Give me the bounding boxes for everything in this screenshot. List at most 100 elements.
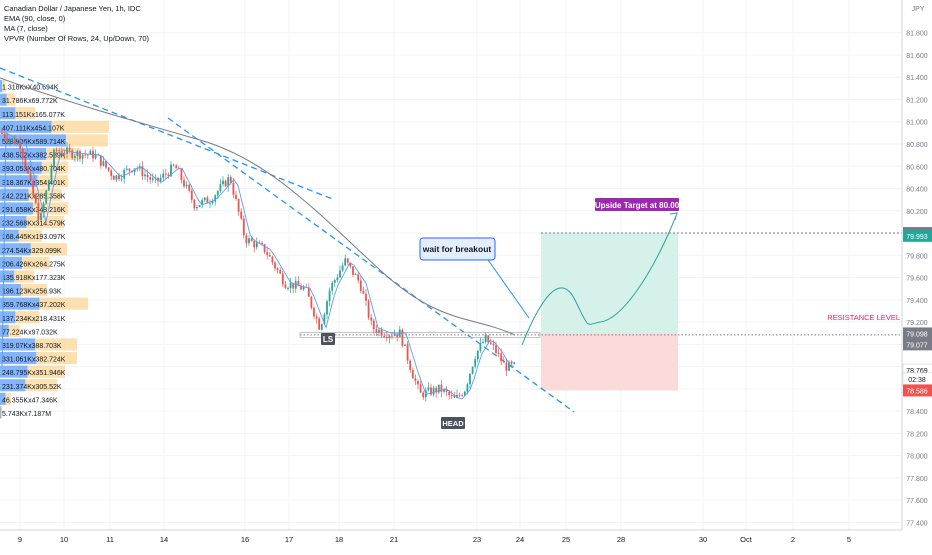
candle-up	[427, 387, 430, 391]
candle-up	[354, 274, 357, 276]
indicator-lines	[0, 77, 516, 400]
candle-down	[146, 174, 149, 178]
candle-down	[297, 281, 300, 287]
candle-up	[123, 169, 126, 179]
vp-bar-up	[0, 93, 7, 106]
candle-up	[513, 362, 516, 364]
candle-up	[198, 205, 201, 207]
candle-up	[76, 151, 79, 157]
candle-down	[391, 335, 393, 337]
candle-down	[167, 174, 170, 177]
candle-down	[495, 345, 497, 354]
y-tick-label: 78.400	[906, 409, 928, 416]
candle-down	[235, 194, 237, 199]
position-zones	[541, 232, 902, 391]
candle-up	[222, 180, 224, 185]
projected-path	[521, 215, 677, 346]
price-axis[interactable]: JPY 81.800 81.600 81.400 81.200 81.000 80.800 8…	[901, 0, 932, 550]
price-badge	[903, 327, 932, 340]
target-label-box	[595, 198, 679, 211]
vp-bar-up	[0, 134, 66, 147]
vp-bar-down	[8, 324, 20, 337]
candle-down	[175, 165, 178, 169]
vp-row-label: 31.786Kx69.772K	[2, 98, 58, 105]
y-tick-label: 79.200	[906, 320, 928, 327]
vp-bar-up	[0, 379, 26, 392]
y-tick-label: 81.000	[906, 120, 928, 127]
candle-up	[162, 173, 165, 178]
candles	[1, 129, 516, 402]
candle-up	[326, 301, 328, 315]
projected-arrow-head	[669, 212, 678, 221]
vp-row-label: 196.123Kx256.93K	[2, 289, 62, 296]
candle-down	[84, 154, 87, 156]
x-tick-label: 24	[516, 535, 524, 544]
candle-down	[190, 190, 193, 200]
vp-bar-down	[66, 134, 108, 147]
candle-down	[237, 198, 240, 212]
indicator-ema[interactable]: EMA (90, close, 0)	[4, 14, 66, 23]
candle-down	[3, 134, 6, 138]
candle-down	[58, 149, 61, 151]
vp-bar-down	[14, 270, 35, 283]
candle-up	[287, 288, 289, 289]
candle-up	[456, 394, 458, 398]
candle-down	[396, 334, 399, 337]
candle-down	[27, 168, 29, 174]
candle-down	[232, 182, 235, 195]
indicator-ma[interactable]: MA (7, close)	[4, 24, 48, 33]
candle-up	[479, 343, 482, 351]
candle-down	[118, 175, 120, 180]
vp-bar-down	[18, 229, 42, 242]
candle-down	[313, 307, 315, 317]
candle-up	[102, 161, 105, 166]
time-axis[interactable]: 9 10 11 14 16 17 18 21 23 24 25 28 30 Oct 2 5	[0, 529, 902, 544]
candle-down	[274, 262, 276, 269]
candle-down	[430, 387, 432, 395]
candle-down	[357, 274, 360, 281]
vp-bar-down	[25, 379, 58, 392]
candle-down	[112, 175, 115, 180]
vp-bar-up	[0, 256, 22, 269]
x-tick-label: 16	[241, 535, 249, 544]
candle-down	[79, 151, 81, 159]
symbol-title[interactable]: Canadian Dollar / Japanese Yen, 1h, IDC	[4, 4, 141, 13]
candle-down	[60, 150, 63, 154]
ma-line	[1, 132, 515, 400]
candle-up	[378, 329, 380, 333]
candle-up	[11, 138, 14, 140]
vp-bar-up	[0, 392, 6, 405]
candle-up	[469, 373, 471, 385]
candle-up	[47, 179, 50, 191]
candle-down	[417, 380, 419, 385]
candle-down	[266, 252, 269, 255]
candle-down	[445, 389, 448, 392]
x-tick-label: 30	[699, 535, 707, 544]
vp-row-label: 232.568Kx314.579K	[2, 221, 66, 228]
candle-up	[227, 177, 230, 187]
candle-up	[203, 197, 206, 201]
candle-down	[268, 254, 271, 257]
candle-up	[185, 184, 188, 187]
candle-up	[73, 156, 76, 158]
vp-row-label: 319.07Kx388.703K	[2, 343, 62, 350]
candle-up	[8, 139, 11, 142]
candle-down	[375, 329, 378, 333]
callout-pointer	[485, 256, 530, 319]
y-tick-label: 80.800	[906, 142, 928, 149]
candle-down	[510, 361, 513, 364]
candle-down	[453, 395, 456, 398]
candle-down	[63, 153, 66, 155]
candle-up	[471, 366, 474, 374]
candle-down	[157, 177, 159, 182]
candle-down	[29, 173, 32, 181]
candle-up	[115, 175, 118, 180]
indicator-vpvr[interactable]: VPVR (Number Of Rows, 24, Up/Down, 70)	[4, 34, 150, 43]
candle-up	[214, 195, 217, 202]
candle-up	[42, 203, 45, 214]
vp-bar-up	[0, 352, 37, 365]
candle-up	[336, 277, 339, 281]
y-tick-label: 79.600	[906, 276, 928, 283]
candle-down	[128, 168, 131, 171]
